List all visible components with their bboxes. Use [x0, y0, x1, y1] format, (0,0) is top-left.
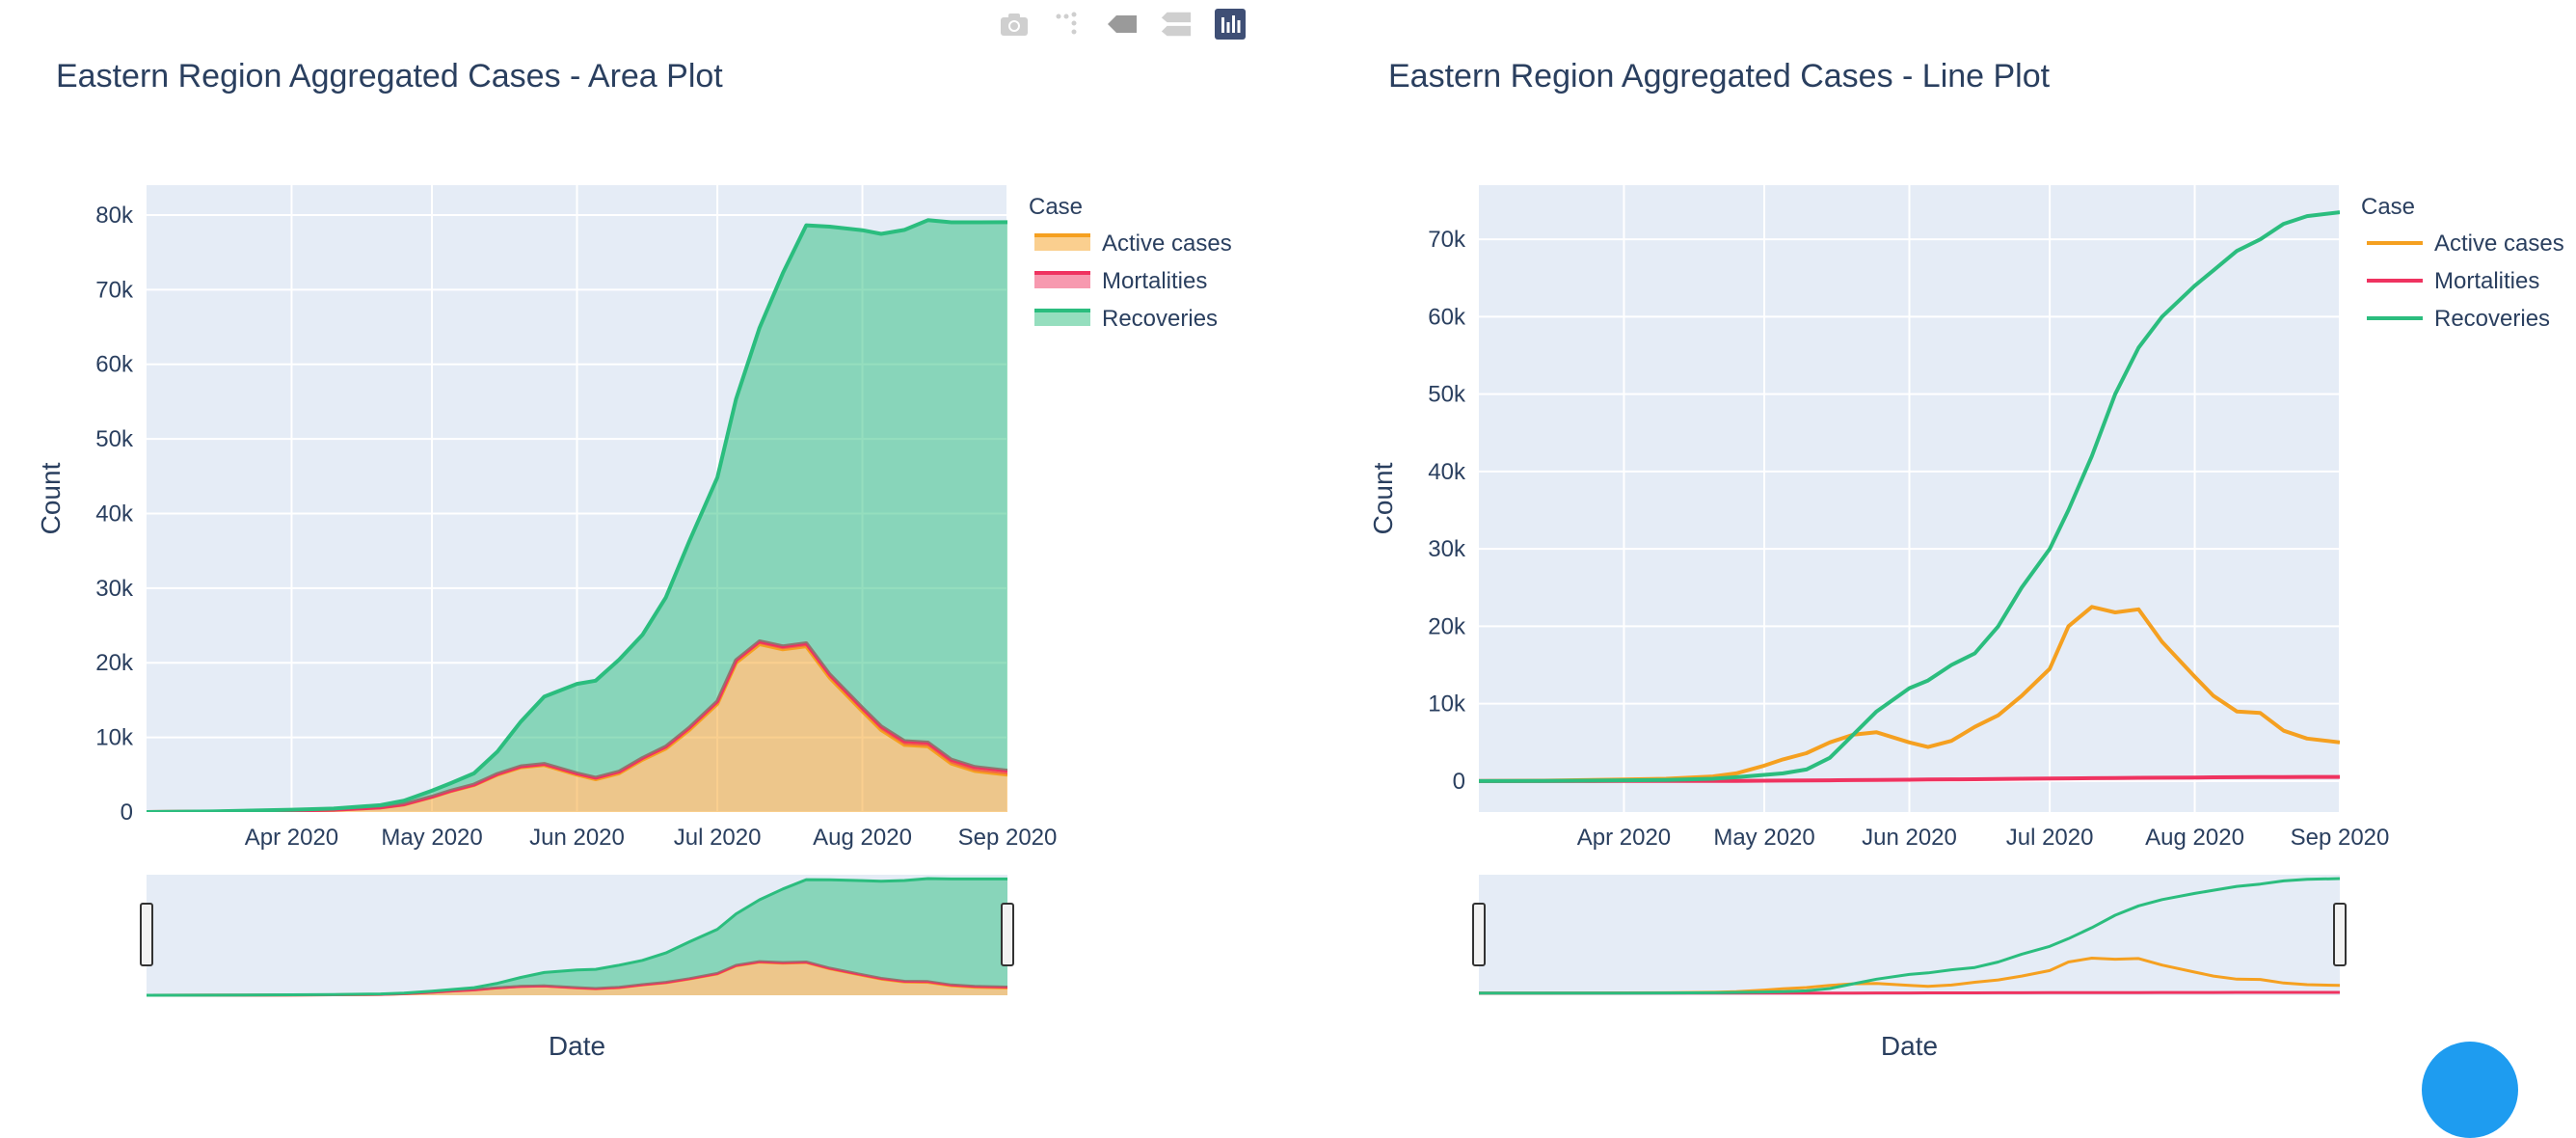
legend-label: Recoveries	[2434, 306, 2550, 332]
y-tick-label: 50k	[95, 426, 134, 452]
y-tick-label: 30k	[1428, 536, 1466, 562]
y-tick-label: 0	[1453, 769, 1465, 795]
y-tick-label: 40k	[95, 501, 134, 527]
legend-label: Active cases	[1102, 230, 1232, 257]
legend-label: Recoveries	[1102, 306, 1218, 332]
chart-title: Eastern Region Aggregated Cases - Area P…	[56, 58, 723, 95]
rangeslider-right-handle[interactable]	[1001, 903, 1014, 966]
plotly-logo-icon[interactable]	[1214, 8, 1247, 41]
rangeslider-left-handle[interactable]	[1472, 903, 1486, 966]
x-tick-label: May 2020	[1713, 825, 1814, 851]
area-active	[147, 643, 1007, 812]
y-tick-label: 0	[121, 799, 133, 826]
y-tick-label: 10k	[1428, 691, 1466, 718]
area-plot: Eastern Region Aggregated Cases - Area P…	[36, 58, 1232, 1061]
legend-swatch	[1034, 311, 1090, 326]
slider-area-recoveries	[147, 879, 1007, 995]
rangeslider-series	[1479, 877, 2341, 995]
line-recoveries[interactable]	[147, 218, 1007, 812]
area-recoveries	[147, 220, 1007, 812]
legend-item-active[interactable]: Active cases	[2367, 230, 2564, 257]
rangeslider-left-handle[interactable]	[140, 903, 153, 966]
zoom-icon[interactable]	[1052, 8, 1085, 41]
x-tick-label: Jul 2020	[674, 825, 762, 851]
modebar	[998, 8, 1247, 41]
legend-label: Mortalities	[2434, 268, 2539, 294]
legend-title: Case	[1029, 194, 1083, 220]
y-axis-title: Count	[36, 462, 66, 534]
slider-area-active	[147, 962, 1007, 995]
x-axis-title: Date	[1881, 1031, 1938, 1061]
legend-swatch	[1034, 235, 1090, 251]
line-mortalities[interactable]	[1479, 774, 2340, 783]
legend-item-mortalities[interactable]: Mortalities	[2367, 268, 2539, 294]
x-tick-label: Sep 2020	[958, 825, 1058, 851]
series-group	[1479, 210, 2340, 783]
x-tick-label: Sep 2020	[2291, 825, 2390, 851]
chart-title: Eastern Region Aggregated Cases - Line P…	[1388, 58, 2051, 95]
y-tick-label: 20k	[1428, 613, 1466, 639]
x-tick-label: Apr 2020	[1577, 825, 1671, 851]
charts-canvas: Eastern Region Aggregated Cases - Area P…	[36, 58, 2564, 1061]
line-recoveries[interactable]	[1479, 210, 2340, 783]
x-axis-title: Date	[549, 1031, 605, 1061]
x-tick-label: Aug 2020	[2145, 825, 2244, 851]
slider-line-recoveries[interactable]	[146, 877, 1007, 997]
legend-item-recoveries[interactable]: Recoveries	[2367, 306, 2550, 332]
rangeslider-series	[146, 877, 1008, 997]
y-tick-label: 70k	[95, 277, 134, 303]
legend-label: Active cases	[2434, 230, 2564, 257]
x-tick-label: Jun 2020	[529, 825, 625, 851]
series-group	[147, 218, 1007, 812]
slider-line-recoveries[interactable]	[1479, 877, 2341, 995]
y-tick-label: 60k	[95, 352, 134, 378]
legend-title: Case	[2361, 194, 2415, 220]
y-tick-label: 70k	[1428, 227, 1466, 253]
legend-label: Mortalities	[1102, 268, 1207, 294]
camera-icon[interactable]	[998, 8, 1031, 41]
x-tick-label: Jun 2020	[1862, 825, 1957, 851]
y-tick-label: 10k	[95, 725, 134, 751]
pan-icon[interactable]	[1106, 8, 1139, 41]
legend-item-active[interactable]: Active cases	[1034, 230, 1232, 257]
legend-item-recoveries[interactable]: Recoveries	[1034, 306, 1218, 332]
rangeslider-background[interactable]	[1479, 875, 2340, 995]
y-tick-label: 80k	[95, 203, 134, 229]
x-tick-label: Apr 2020	[245, 825, 338, 851]
y-tick-label: 60k	[1428, 304, 1466, 330]
legend-swatch	[1034, 273, 1090, 288]
y-tick-label: 30k	[95, 576, 134, 602]
x-tick-label: Jul 2020	[2006, 825, 2094, 851]
x-tick-label: Aug 2020	[813, 825, 912, 851]
compare-icon[interactable]	[1160, 8, 1193, 41]
line-active[interactable]	[1479, 605, 2340, 783]
y-tick-label: 50k	[1428, 382, 1466, 408]
floating-action-button[interactable]	[2422, 1042, 2518, 1138]
line-plot: Eastern Region Aggregated Cases - Line P…	[1368, 58, 2564, 1061]
y-tick-label: 20k	[95, 650, 134, 676]
legend-item-mortalities[interactable]: Mortalities	[1034, 268, 1207, 294]
y-tick-label: 40k	[1428, 459, 1466, 485]
y-axis-title: Count	[1368, 462, 1398, 534]
rangeslider-right-handle[interactable]	[2333, 903, 2347, 966]
x-tick-label: May 2020	[381, 825, 482, 851]
